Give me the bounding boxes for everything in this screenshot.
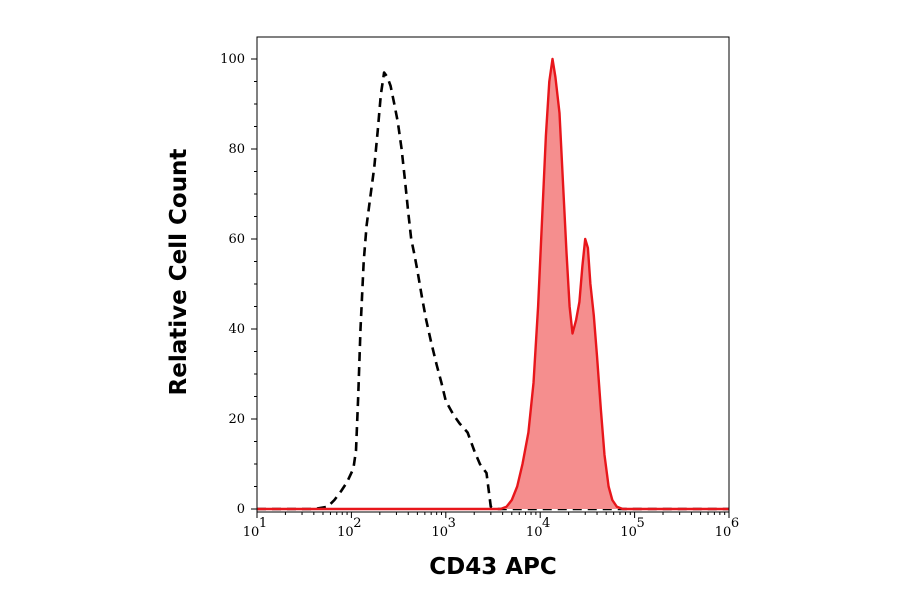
- series-1-line: [257, 57, 729, 511]
- x-tick-label-6: 10: [715, 525, 732, 540]
- y-axis-title: Relative Cell Count: [166, 149, 192, 396]
- series-0-line: [257, 71, 729, 511]
- x-tick-label-1: 10: [243, 525, 260, 540]
- x-tick-exponent-1: 1: [259, 516, 267, 531]
- plot-layer: [257, 57, 729, 511]
- x-tick-label-2: 10: [337, 525, 354, 540]
- series-1-area: [257, 59, 729, 509]
- x-tick-label-3: 10: [432, 525, 449, 540]
- x-tick-exponent-4: 4: [542, 516, 550, 531]
- x-tick-label-4: 10: [526, 525, 543, 540]
- y-tick-label-40: 40: [228, 322, 245, 337]
- y-tick-label-0: 0: [237, 502, 245, 517]
- x-tick-exponent-2: 2: [353, 516, 361, 531]
- y-tick-label-20: 20: [228, 412, 245, 427]
- x-axis-title: CD43 APC: [429, 554, 557, 580]
- x-tick-exponent-6: 6: [731, 516, 739, 531]
- plot-frame: [256, 36, 730, 513]
- x-tick-exponent-3: 3: [448, 516, 456, 531]
- y-tick-label-60: 60: [228, 232, 245, 247]
- x-tick-label-5: 10: [620, 525, 637, 540]
- x-tick-exponent-5: 5: [636, 516, 644, 531]
- y-tick-label-100: 100: [220, 52, 245, 67]
- y-tick-label-80: 80: [228, 142, 245, 157]
